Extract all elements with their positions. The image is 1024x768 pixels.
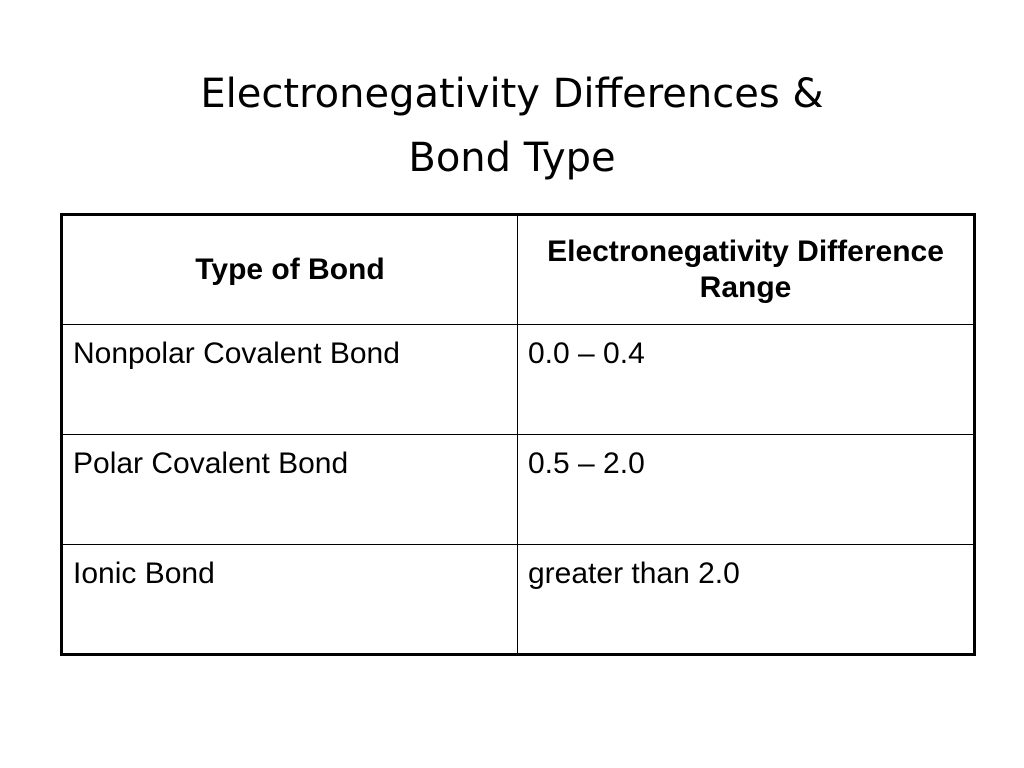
header-cell: Type of Bond	[61, 214, 518, 325]
table-row: Ionic Bond greater than 2.0	[61, 544, 975, 655]
title-line: Electronegativity Differences &	[200, 71, 824, 117]
table-row: Polar Covalent Bond 0.5 – 2.0	[61, 434, 975, 545]
table-row: Nonpolar Covalent Bond 0.0 – 0.4	[61, 324, 975, 435]
bond-type-cell: Nonpolar Covalent Bond	[61, 324, 518, 435]
bond-table: Type of Bond Electronegativity Differenc…	[60, 213, 976, 656]
slide-title: Electronegativity Differences & Bond Typ…	[0, 62, 1024, 190]
range-cell: greater than 2.0	[517, 544, 975, 655]
bond-type-cell: Ionic Bond	[61, 544, 518, 655]
range-cell: 0.5 – 2.0	[517, 434, 975, 545]
range-cell: 0.0 – 0.4	[517, 324, 975, 435]
header-row: Type of Bond Electronegativity Differenc…	[61, 214, 975, 325]
title-line: Bond Type	[408, 135, 616, 181]
bond-type-cell: Polar Covalent Bond	[61, 434, 518, 545]
header-cell: Electronegativity Difference Range	[517, 214, 975, 325]
